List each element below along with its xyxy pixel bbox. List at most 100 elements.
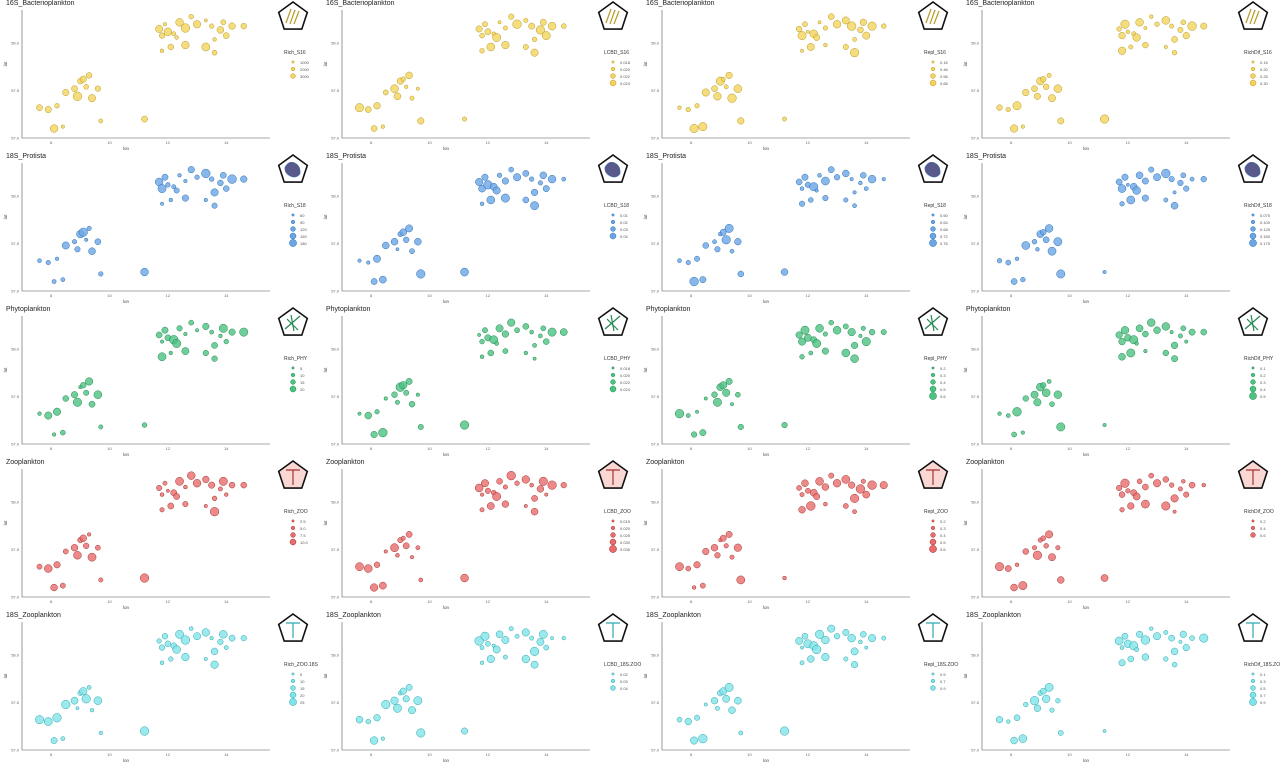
- data-point: [544, 492, 549, 497]
- legend-item-label: 0.3: [940, 373, 946, 378]
- data-point: [805, 487, 811, 494]
- legend-swatch: [931, 366, 935, 370]
- data-point: [494, 341, 499, 346]
- map-panel: Zooplankton 8 10 12 14 58.0 57.5 57.0 lon lat Rich…: [0, 459, 320, 612]
- data-point: [418, 577, 424, 583]
- data-point: [364, 411, 372, 420]
- legend-swatch: [609, 79, 617, 87]
- legend-swatch: [611, 366, 615, 370]
- data-point: [501, 41, 510, 50]
- data-point: [1102, 729, 1107, 733]
- x-tick-label: 14: [1184, 293, 1189, 298]
- data-point: [863, 186, 869, 191]
- data-point: [827, 624, 836, 633]
- x-tick-label: 10: [747, 140, 752, 145]
- data-point: [559, 328, 568, 336]
- data-point: [228, 634, 236, 642]
- data-point: [795, 637, 803, 645]
- data-point: [203, 504, 208, 508]
- data-point: [855, 484, 865, 494]
- data-point: [171, 184, 177, 190]
- data-point: [87, 532, 92, 537]
- legend-swatch: [610, 219, 616, 225]
- data-point: [529, 176, 535, 182]
- data-point: [365, 718, 371, 725]
- data-point: [827, 13, 835, 20]
- legend-item-label: 0.175: [1260, 241, 1271, 246]
- data-point: [203, 657, 208, 661]
- axis-lines: [21, 163, 270, 292]
- legend-item-label: 0.2: [1260, 373, 1266, 378]
- data-point: [404, 84, 409, 89]
- data-point: [188, 13, 194, 20]
- data-point: [734, 238, 742, 246]
- data-point: [1132, 492, 1141, 501]
- data-point: [1177, 179, 1184, 186]
- data-point: [71, 85, 78, 93]
- data-point: [83, 84, 89, 90]
- data-point: [821, 347, 829, 355]
- data-point: [177, 173, 182, 178]
- data-point: [408, 400, 416, 408]
- legend-title: Repl_PHY: [924, 356, 948, 362]
- axis-lines: [661, 163, 910, 292]
- data-point: [532, 356, 537, 361]
- data-point: [719, 534, 727, 542]
- axis-lines: [981, 163, 1230, 292]
- data-point: [380, 124, 385, 129]
- data-point: [1134, 647, 1140, 652]
- data-point: [86, 225, 92, 231]
- data-point: [460, 420, 470, 430]
- data-point: [1042, 694, 1051, 703]
- data-point: [1172, 190, 1177, 195]
- panel-title: 18S_Protista: [326, 153, 367, 160]
- x-tick-label: 10: [1067, 293, 1072, 298]
- axis-lines: [341, 10, 590, 139]
- legend-swatch: [930, 219, 936, 225]
- data-point: [1042, 388, 1051, 397]
- data-point: [495, 324, 504, 333]
- data-point: [54, 256, 60, 261]
- x-tick-label: 14: [224, 446, 229, 451]
- legend-item-label: 0.30: [1260, 81, 1268, 86]
- data-point: [1141, 194, 1149, 202]
- data-point: [1022, 548, 1029, 555]
- x-tick-label: 10: [427, 140, 432, 145]
- legend-item-label: 10: [300, 373, 305, 378]
- data-point: [1180, 325, 1187, 332]
- panel-title: 18S_Protista: [646, 153, 687, 160]
- data-point: [217, 179, 224, 187]
- organism-glyph-icon: [1246, 622, 1260, 638]
- data-point: [75, 706, 80, 711]
- legend-swatch: [930, 379, 936, 385]
- legend-swatch: [1250, 678, 1256, 684]
- data-point: [71, 391, 79, 399]
- data-point: [996, 258, 1003, 264]
- map-panel: Zooplankton 8 10 12 14 58.0 57.5 57.0 lon lat Repl…: [640, 459, 960, 612]
- legend-swatch: [610, 685, 616, 691]
- x-tick-label: 14: [544, 293, 549, 298]
- data-point: [160, 201, 165, 206]
- data-point: [390, 238, 399, 246]
- y-tick-label: 57.5: [651, 394, 660, 399]
- data-point: [357, 411, 362, 416]
- data-point: [405, 378, 413, 385]
- data-point: [1143, 349, 1148, 354]
- legend-item-label: 0.2: [940, 519, 946, 524]
- x-tick-label: 14: [224, 599, 229, 604]
- data-point: [62, 395, 69, 402]
- map-panel: 18S_Protista 8 10 12 14 58.0 57.5 57.0 lon lat Rep…: [640, 153, 960, 306]
- data-point: [801, 632, 809, 640]
- data-point: [806, 43, 815, 51]
- legend-item-label: 0.66: [940, 81, 948, 86]
- data-point: [1141, 177, 1149, 185]
- data-point: [416, 728, 426, 738]
- legend-swatch: [610, 66, 616, 72]
- data-point: [85, 377, 94, 386]
- y-axis-label: lat: [3, 61, 8, 67]
- data-point: [211, 495, 218, 502]
- y-tick-label: 58.0: [11, 500, 20, 505]
- data-point: [1044, 224, 1054, 233]
- data-point: [480, 492, 485, 497]
- data-point: [481, 173, 489, 181]
